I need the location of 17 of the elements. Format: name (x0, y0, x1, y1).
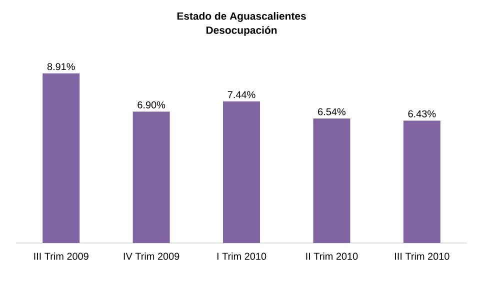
x-tick-label: III Trim 2010 (395, 252, 450, 260)
data-label: 7.44% (228, 91, 256, 98)
bar (223, 101, 260, 243)
bar (42, 73, 80, 243)
chart-subtitle: Desocupación (206, 26, 277, 36)
data-label: 6.90% (138, 101, 166, 108)
data-label: 6.54% (318, 108, 346, 116)
x-tick-label: II Trim 2010 (306, 252, 358, 260)
bar (132, 112, 170, 243)
x-tick-label: IV Trim 2009 (124, 252, 180, 260)
chart-title: Estado de Aguascalientes (177, 12, 306, 22)
data-label: 6.43% (408, 110, 436, 118)
x-tick-label: I Trim 2010 (217, 252, 266, 260)
data-label: 8.91% (47, 63, 75, 70)
bar (313, 118, 350, 243)
bar (403, 120, 440, 243)
x-tick-label: III Trim 2009 (34, 252, 88, 260)
